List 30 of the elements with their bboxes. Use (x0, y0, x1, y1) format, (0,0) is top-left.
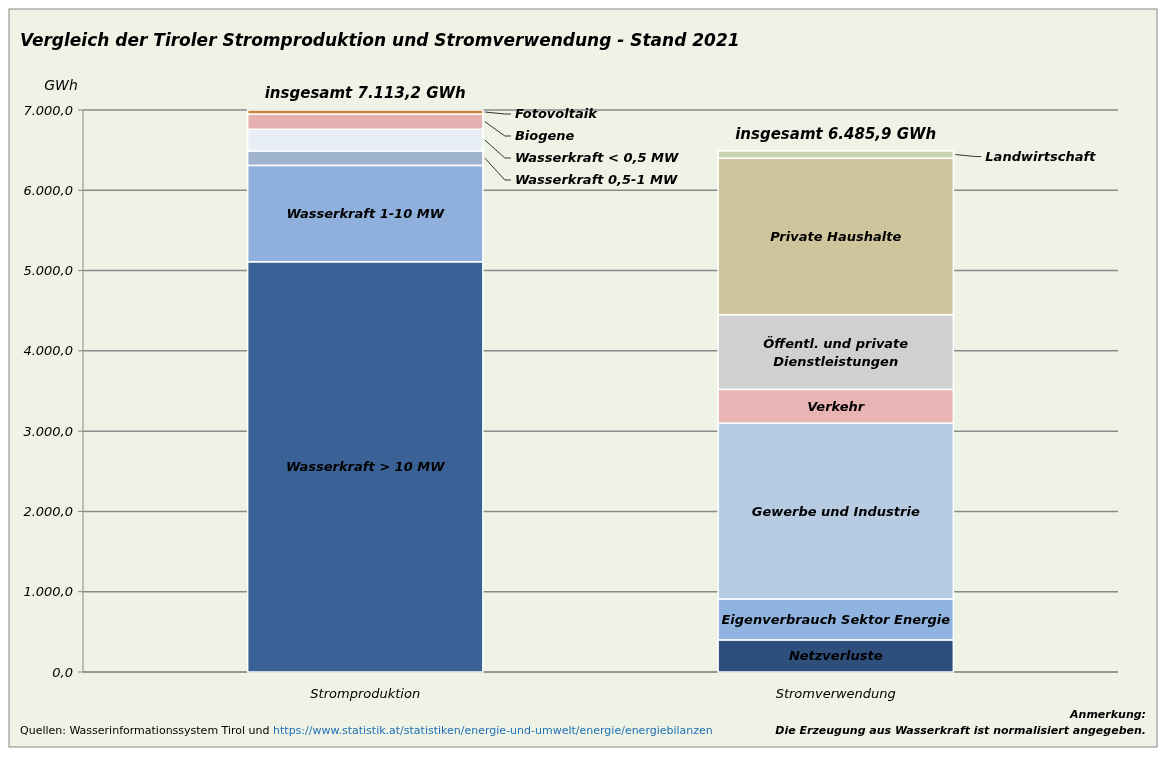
text: Wasserkraft 0,5-1 MW (514, 172, 678, 188)
series-label: Wasserkraft > 10 MW (286, 459, 446, 475)
series-label: Private Haushalte (770, 229, 902, 244)
y-tick-label: 3.000,0 (23, 423, 73, 439)
total-label: insgesamt 6.485,9 GWh (735, 124, 937, 143)
total-label: insgesamt 7.113,2 GWh (264, 84, 466, 102)
x-tick-label: Stromproduktion (310, 686, 421, 701)
y-tick-label: 7.000,0 (23, 102, 73, 118)
series-label: Wasserkraft 1-10 MW (286, 206, 445, 222)
series-label: Eigenverbrauch Sektor Energie (721, 611, 951, 627)
x-tick-label: Stromverwendung (775, 686, 896, 701)
series-label: Netzverluste (788, 648, 883, 664)
text: Wasserkraft < 0,5 MW (514, 150, 679, 166)
text: Biogene (514, 128, 575, 144)
text: Die Erzeugung aus Wasserkraft ist normalisiert angegeben. (775, 724, 1146, 737)
y-tick-label: 6.000,0 (23, 182, 73, 198)
y-tick-label: 0,0 (52, 664, 73, 680)
chart-title: Vergleich der Tiroler Stromproduktion und Stromverwendung - Stand 2021 (20, 30, 740, 50)
series-label: Öffentl. und private Dienstleistungen (763, 335, 909, 369)
text: Landwirtschaft (985, 148, 1097, 164)
source-note: Quellen: Wasserinformationssystem Tirol und https://www.statistik.at/statistiken/energie-und-umwelt/energie/energiebilanzen (20, 724, 713, 737)
text: Fotovoltaik (514, 106, 599, 122)
y-tick-label: 5.000,0 (23, 263, 73, 279)
series-label: Verkehr (807, 398, 866, 414)
y-axis-title: GWh (44, 77, 78, 93)
y-tick-label: 4.000,0 (23, 343, 73, 359)
text: Anmerkung: (1069, 708, 1146, 721)
y-tick-label: 2.000,0 (23, 503, 73, 519)
y-tick-label: 1.000,0 (23, 584, 73, 600)
series-label: Gewerbe und Industrie (751, 503, 920, 519)
